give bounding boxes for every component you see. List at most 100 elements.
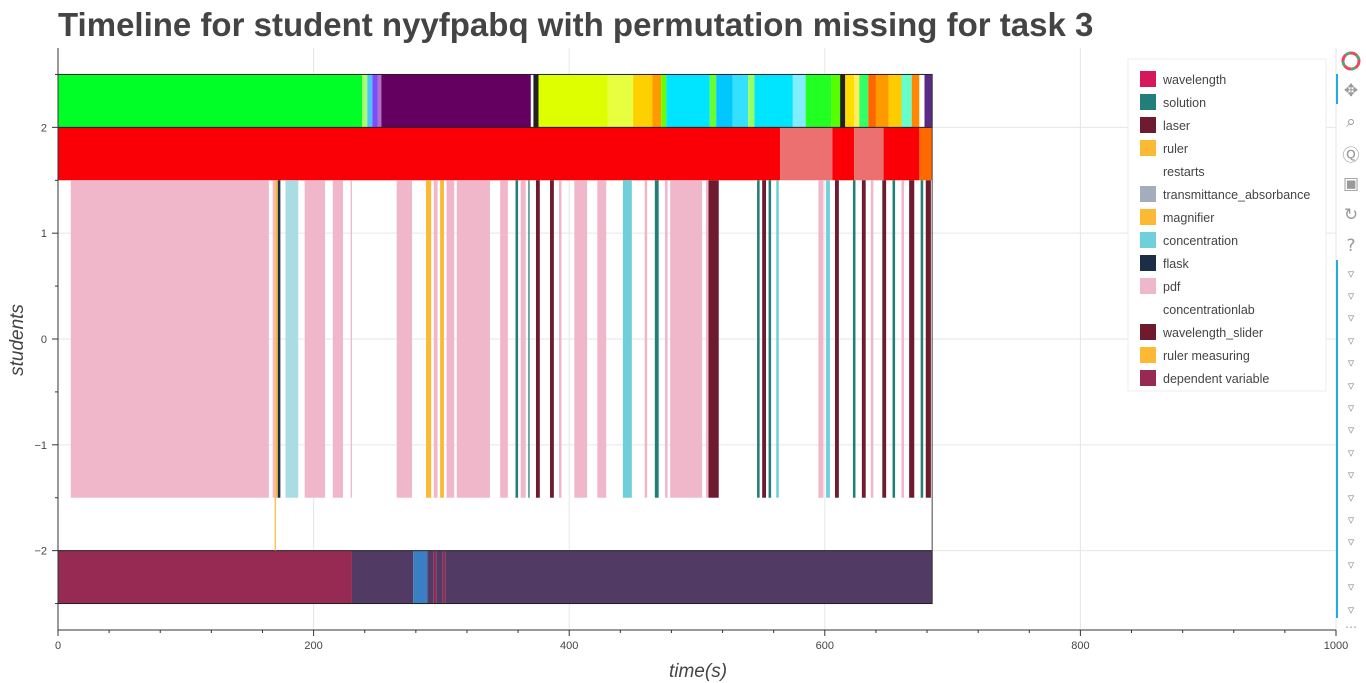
- timeline-segment: [440, 180, 444, 498]
- hover-tool-icon[interactable]: ▿: [1347, 378, 1355, 394]
- timeline-segment: [530, 74, 534, 128]
- timeline-segment: [776, 180, 779, 498]
- timeline-segment: [362, 74, 368, 128]
- timeline-segment: [500, 180, 508, 498]
- timeline-segment: [427, 550, 434, 604]
- timeline-segment: [925, 180, 931, 498]
- timeline-segment: [550, 180, 554, 498]
- timeline-segment: [888, 74, 902, 128]
- hover-tool-icon[interactable]: ▿: [1347, 580, 1355, 596]
- timeline-segment: [859, 74, 869, 128]
- timeline-segment: [835, 180, 839, 498]
- legend-label: flask: [1163, 257, 1189, 271]
- timeline-segment: [826, 180, 830, 498]
- hover-tool-icon[interactable]: ▿: [1347, 311, 1355, 327]
- timeline-segment: [919, 127, 933, 181]
- help-icon[interactable]: ?: [1346, 236, 1356, 256]
- hover-tool-icon[interactable]: ▿: [1347, 266, 1355, 282]
- legend-swatch: [1140, 370, 1156, 386]
- timeline-segment: [854, 127, 884, 181]
- legend-label: laser: [1163, 119, 1190, 133]
- box-zoom-icon[interactable]: ⌕: [1346, 112, 1356, 132]
- more-tools-icon[interactable]: ⋯: [1345, 620, 1357, 634]
- timeline-segment: [433, 550, 437, 604]
- timeline-segment: [901, 74, 912, 128]
- timeline-segment: [350, 180, 352, 498]
- axes: 0 200 400 600 800 1000 −2 −1 0 1 2: [34, 48, 1348, 652]
- timeline-segment: [70, 180, 269, 498]
- timeline-segment: [644, 180, 648, 498]
- timeline-segment: [426, 180, 432, 498]
- timeline-segment: [372, 74, 378, 128]
- timeline-segment: [445, 550, 933, 604]
- timeline-segment: [456, 180, 490, 498]
- hover-tool-icon[interactable]: ▿: [1347, 512, 1355, 528]
- timeline-segment: [661, 74, 667, 128]
- legend-label: magnifier: [1163, 211, 1214, 225]
- legend-label: ruler measuring: [1163, 349, 1250, 363]
- x-tick-label: 1000: [1324, 640, 1348, 652]
- x-tick-label: 800: [1071, 640, 1089, 652]
- timeline-bars: [57, 73, 933, 605]
- legend-swatch: [1140, 94, 1156, 110]
- legend-swatch: [1140, 117, 1156, 133]
- timeline-segment: [535, 180, 540, 498]
- timeline-segment: [665, 180, 668, 498]
- timeline-segment: [831, 74, 841, 128]
- timeline-segment: [818, 180, 824, 498]
- move-icon[interactable]: ✥: [1343, 81, 1359, 101]
- timeline-segment: [58, 550, 352, 604]
- timeline-segment: [762, 180, 767, 498]
- timeline-segment: [654, 180, 659, 498]
- legend-swatch: [1140, 140, 1156, 156]
- legend-label: wavelength_slider: [1162, 326, 1263, 340]
- timeline-segment: [622, 180, 632, 498]
- timeline-segment: [58, 74, 363, 128]
- legend-swatch: [1140, 347, 1156, 363]
- hover-tool-icon[interactable]: ▿: [1347, 535, 1355, 551]
- hover-tool-icon[interactable]: ▿: [1347, 356, 1355, 372]
- timeline-segment: [911, 74, 920, 128]
- x-tick-label: 400: [560, 640, 578, 652]
- timeline-segment: [920, 180, 924, 498]
- timeline-segment: [528, 180, 530, 498]
- legend-swatch: [1140, 209, 1156, 225]
- timeline-segment: [442, 550, 446, 604]
- hover-tool-icon[interactable]: ▿: [1347, 490, 1355, 506]
- y-tick-label: 0: [41, 334, 47, 346]
- timeline-segment: [597, 180, 607, 498]
- timeline-segment: [780, 127, 833, 181]
- timeline-segment: [919, 74, 925, 128]
- legend-swatch: [1140, 324, 1156, 340]
- toolbar: ✥ ⌕ Ⓠ ▣ ↻? ▿ ▿ ▿ ▿ ▿ ▿ ▿ ▿ ▿ ▿ ▿ ▿ ▿ ▿ ▿ ▿ ⋯: [1336, 48, 1366, 638]
- hover-tool-icon[interactable]: ▿: [1347, 333, 1355, 349]
- y-tick-label: −1: [34, 440, 47, 452]
- bokeh-logo-icon[interactable]: [1340, 50, 1362, 72]
- legend-label: wavelength: [1162, 73, 1226, 87]
- timeline-segment: [705, 180, 709, 498]
- timeline-segment: [852, 180, 856, 498]
- legend-label: restarts: [1163, 165, 1205, 179]
- save-icon[interactable]: ▣: [1342, 174, 1360, 194]
- hover-tool-icon[interactable]: ▿: [1347, 602, 1355, 618]
- timeline-segment: [285, 180, 299, 498]
- hover-tool-icon[interactable]: ▿: [1347, 400, 1355, 416]
- wheel-zoom-icon[interactable]: Ⓠ: [1342, 145, 1360, 166]
- hover-tool-icon[interactable]: ▿: [1347, 445, 1355, 461]
- timeline-segment: [875, 74, 889, 128]
- timeline-segment: [538, 74, 608, 128]
- legend-label: ruler: [1163, 142, 1188, 156]
- timeline-segment: [757, 180, 760, 498]
- timeline-segment: [666, 74, 710, 128]
- hover-tool-icon[interactable]: ▿: [1347, 288, 1355, 304]
- hover-tool-icon[interactable]: ▿: [1347, 557, 1355, 573]
- timeline-segment: [748, 74, 755, 128]
- hover-tool-icon[interactable]: ▿: [1347, 468, 1355, 484]
- timeline-segment: [377, 74, 382, 128]
- legend-box: [1127, 58, 1327, 392]
- timeline-segment: [332, 180, 343, 498]
- hover-tool-icon[interactable]: ▿: [1347, 423, 1355, 439]
- legend-swatch: [1140, 71, 1156, 87]
- reset-icon[interactable]: ↻: [1343, 205, 1359, 225]
